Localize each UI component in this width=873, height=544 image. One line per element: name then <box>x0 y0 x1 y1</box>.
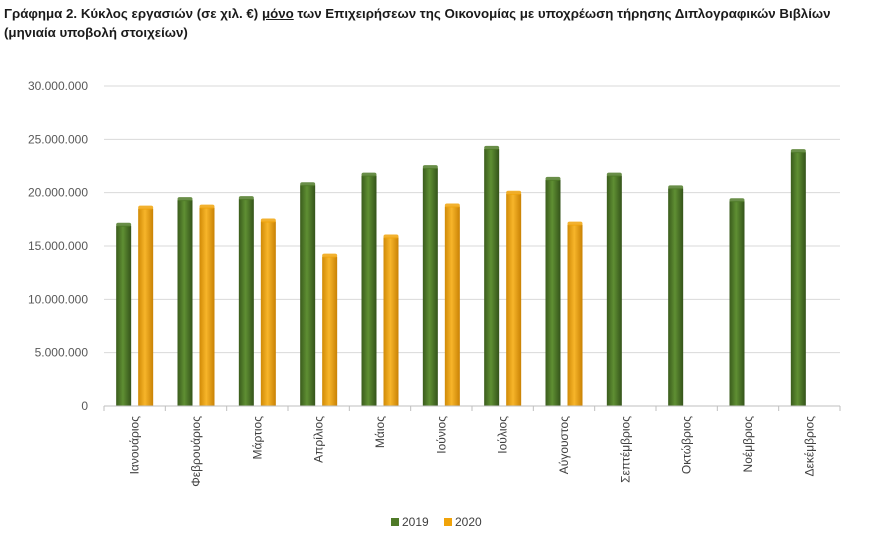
x-tick-label: Μάρτιος <box>250 416 264 460</box>
bar-cap-2019 <box>606 172 622 177</box>
bar-2019 <box>361 175 377 406</box>
bar-2019 <box>300 185 316 406</box>
bar-cap-2020 <box>138 205 154 210</box>
x-tick-label: Ιούνιος <box>434 416 448 454</box>
y-tick-label: 0 <box>81 399 88 413</box>
legend-label-2019: 2019 <box>402 515 429 529</box>
bar-cap-2019 <box>668 185 684 190</box>
bar-cap-2019 <box>116 222 132 227</box>
bar-2019 <box>116 225 132 406</box>
y-tick-label: 10.000.000 <box>28 292 88 306</box>
bar-cap-2019 <box>422 165 438 170</box>
legend-label-2020: 2020 <box>455 515 482 529</box>
x-tick-label: Νοέμβριος <box>741 416 755 473</box>
bar-cap-2019 <box>729 198 745 203</box>
x-tick-label: Δεκέμβριος <box>802 416 816 477</box>
bar-cap-2019 <box>361 172 377 177</box>
x-tick-label: Αύγουστος <box>557 416 571 474</box>
y-tick-label: 30.000.000 <box>28 79 88 93</box>
bar-cap-2020 <box>567 221 583 226</box>
bar-cap-2020 <box>322 253 338 258</box>
bar-2019 <box>238 199 254 406</box>
bar-cap-2019 <box>484 145 500 150</box>
x-tick-label: Φεβρουάριος <box>189 416 203 487</box>
bar-2020 <box>567 224 583 406</box>
legend-swatch-2019 <box>391 518 399 526</box>
bar-2020 <box>506 193 522 406</box>
bar-2019 <box>545 179 561 406</box>
bar-2019 <box>606 175 622 406</box>
bar-cap-2020 <box>444 203 460 208</box>
bar-cap-2020 <box>260 218 276 223</box>
chart-title-part1: Γράφημα 2. Κύκλος εργασιών (σε χιλ. €) <box>4 6 262 21</box>
y-tick-label: 25.000.000 <box>28 132 88 146</box>
x-tick-label: Ιανουάριος <box>128 416 142 475</box>
bar-cap-2019 <box>300 182 316 187</box>
bar-cap-2019 <box>790 149 806 154</box>
x-tick-label: Οκτώβριος <box>680 416 694 474</box>
x-tick-label: Ιούλιος <box>496 416 510 454</box>
chart-title-underlined: μόνο <box>261 6 294 21</box>
bar-2020 <box>383 237 399 406</box>
bar-2020 <box>444 206 460 406</box>
chart-title: Γράφημα 2. Κύκλος εργασιών (σε χιλ. €) μ… <box>4 4 866 42</box>
legend-swatch-2020 <box>444 518 452 526</box>
y-tick-label: 15.000.000 <box>28 239 88 253</box>
bar-2020 <box>138 208 154 406</box>
x-tick-label: Μάιος <box>373 416 387 448</box>
bar-2019 <box>484 148 500 406</box>
chart-title-part2: των Επιχειρήσεων της Οικονομίας με υποχρ… <box>4 6 831 40</box>
bars <box>116 145 806 406</box>
x-axis: Ιανουάριος Φεβρουάριος Μάρτιος Απρίλιος Μάιο… <box>103 405 841 487</box>
bar-2020 <box>322 256 338 406</box>
y-axis: 0 5.000.000 10.000.000 15.000.000 20.000.000… <box>28 79 88 413</box>
x-tick-label: Απρίλιος <box>312 416 326 463</box>
bar-2019 <box>422 168 438 406</box>
bar-cap-2020 <box>506 190 522 195</box>
gridlines <box>104 85 840 354</box>
y-tick-label: 20.000.000 <box>28 186 88 200</box>
bar-cap-2019 <box>177 197 193 202</box>
bar-2019 <box>790 152 806 406</box>
legend: 2019 2020 <box>391 515 482 529</box>
bar-2019 <box>668 188 684 406</box>
bar-2019 <box>177 200 193 406</box>
bar-cap-2020 <box>383 234 399 239</box>
bar-2020 <box>260 221 276 406</box>
bar-cap-2020 <box>199 204 215 209</box>
bar-cap-2019 <box>545 176 561 181</box>
y-tick-label: 5.000.000 <box>35 346 89 360</box>
bar-2019 <box>729 201 745 406</box>
x-tick-label: Σεπτέμβριος <box>618 416 632 483</box>
bar-cap-2019 <box>238 196 254 201</box>
bar-2020 <box>199 207 215 406</box>
